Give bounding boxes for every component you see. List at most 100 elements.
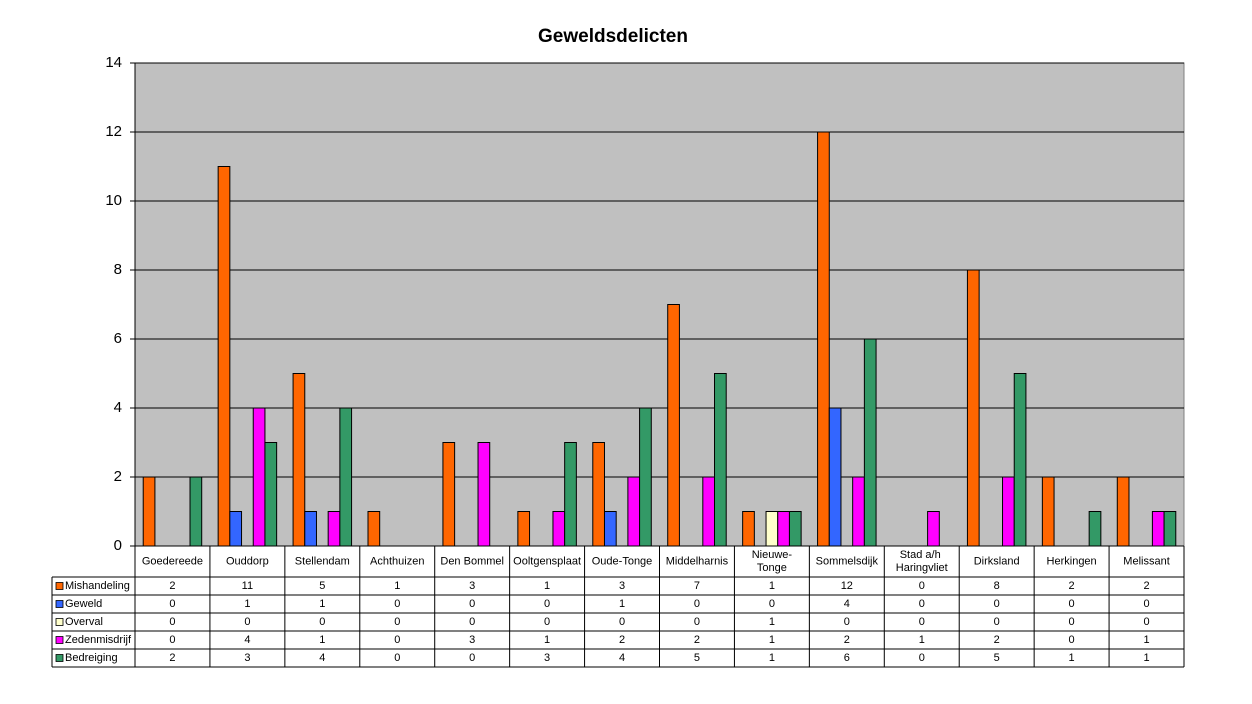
bar xyxy=(142,476,156,547)
table-value: 1 xyxy=(394,580,400,592)
table-value: 0 xyxy=(769,598,775,610)
legend-label: Zedenmisdrijf xyxy=(65,634,132,646)
legend-key xyxy=(55,636,64,644)
table-value: 1 xyxy=(769,652,775,664)
category-label: Stellendam xyxy=(295,555,350,567)
table-value: 0 xyxy=(1143,598,1149,610)
category-label: Herkingen xyxy=(1047,555,1097,567)
category-label: Melissant xyxy=(1123,555,1169,567)
table-value: 0 xyxy=(1069,598,1075,610)
table-value: 2 xyxy=(694,634,700,646)
bar xyxy=(252,407,266,547)
table-value: 2 xyxy=(1143,580,1149,592)
table-value: 5 xyxy=(994,652,1000,664)
table-value: 0 xyxy=(694,616,700,628)
table-value: 0 xyxy=(169,598,175,610)
bar xyxy=(592,442,605,547)
table-value: 4 xyxy=(244,634,250,646)
category-label: Achthuizen xyxy=(370,555,424,567)
category-label: Goedereede xyxy=(142,555,203,567)
bar xyxy=(627,476,641,547)
bar xyxy=(852,476,865,547)
y-tick-label: 4 xyxy=(114,399,122,416)
table-value: 0 xyxy=(394,598,400,610)
table-value: 0 xyxy=(994,598,1000,610)
bar xyxy=(292,373,306,547)
table-value: 0 xyxy=(469,616,475,628)
legend-label: Bedreiging xyxy=(65,652,118,664)
bar xyxy=(1002,476,1015,547)
table-value: 0 xyxy=(544,616,550,628)
table-value: 5 xyxy=(319,580,325,592)
table-value: 1 xyxy=(769,616,775,628)
table-value: 3 xyxy=(544,652,550,664)
y-tick-label: 6 xyxy=(114,330,122,347)
table-value: 0 xyxy=(394,616,400,628)
table-value: 0 xyxy=(919,598,925,610)
bar xyxy=(603,511,617,547)
bar xyxy=(788,511,802,547)
plot-background xyxy=(134,62,1185,547)
bar xyxy=(339,407,353,547)
table-value: 0 xyxy=(469,598,475,610)
table-value: 11 xyxy=(242,580,253,592)
bar xyxy=(667,304,680,547)
table-value: 0 xyxy=(469,652,475,664)
bar xyxy=(517,511,531,547)
table-value: 0 xyxy=(919,616,925,628)
bar xyxy=(1088,511,1102,547)
table-value: 1 xyxy=(319,598,325,610)
table-value: 4 xyxy=(844,598,850,610)
y-tick-label: 10 xyxy=(105,192,122,209)
bar xyxy=(714,373,727,547)
table-value: 1 xyxy=(769,580,775,592)
legend-label: Mishandeling xyxy=(65,580,130,592)
y-tick-label: 2 xyxy=(114,468,122,485)
bar xyxy=(828,407,842,547)
bar xyxy=(477,442,491,547)
category-label: Stad a/h Haringvliet xyxy=(896,549,948,574)
y-tick-label: 14 xyxy=(105,54,122,71)
bar xyxy=(817,131,830,547)
table-value: 1 xyxy=(319,634,325,646)
table-value: 2 xyxy=(619,634,625,646)
legend-label: Overval xyxy=(65,616,103,628)
table-value: 0 xyxy=(919,652,925,664)
table-value: 0 xyxy=(619,616,625,628)
table-value: 0 xyxy=(319,616,325,628)
bar xyxy=(1013,373,1027,547)
table-value: 0 xyxy=(169,616,175,628)
y-tick-label: 12 xyxy=(105,123,122,140)
table-value: 2 xyxy=(844,634,850,646)
table-value: 0 xyxy=(169,634,175,646)
table-value: 0 xyxy=(544,598,550,610)
category-label: Dirksland xyxy=(974,555,1020,567)
category-label: Ouddorp xyxy=(226,555,269,567)
table-value: 2 xyxy=(1069,580,1075,592)
bar xyxy=(264,442,278,547)
table-value: 0 xyxy=(1069,634,1075,646)
legend-key xyxy=(55,618,64,626)
bar xyxy=(777,511,790,547)
bar xyxy=(564,442,577,547)
table-value: 0 xyxy=(244,616,250,628)
legend-key xyxy=(55,582,64,590)
table-value: 12 xyxy=(841,580,853,592)
legend-key xyxy=(55,654,64,662)
bar xyxy=(765,511,779,547)
table-value: 6 xyxy=(844,652,850,664)
table-value: 2 xyxy=(994,634,1000,646)
bar xyxy=(927,511,940,547)
table-value: 3 xyxy=(244,652,250,664)
table-value: 1 xyxy=(1069,652,1075,664)
table-value: 1 xyxy=(769,634,775,646)
category-label: Nieuwe-Tonge xyxy=(752,549,793,574)
table-value: 0 xyxy=(694,598,700,610)
table-value: 1 xyxy=(1143,652,1149,664)
bar xyxy=(863,338,877,547)
table-value: 5 xyxy=(694,652,700,664)
bar xyxy=(552,511,566,547)
table-value: 0 xyxy=(919,580,925,592)
bar xyxy=(966,269,980,547)
category-label: Middelharnis xyxy=(666,555,729,567)
